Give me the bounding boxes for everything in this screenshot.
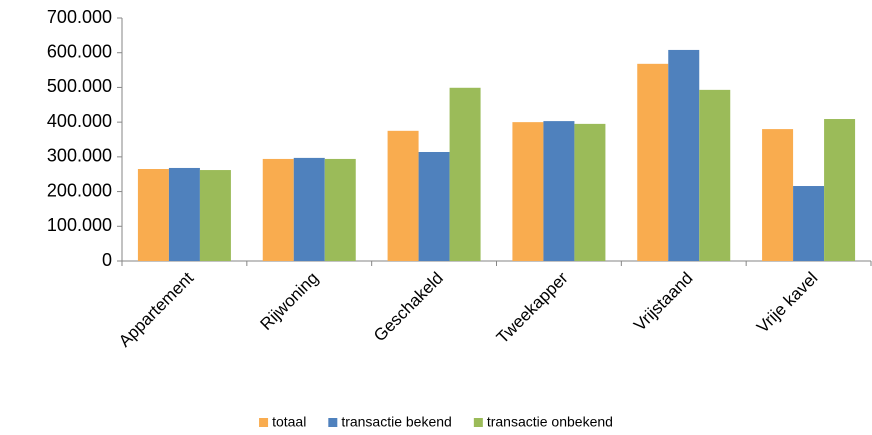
y-tick-label: 500.000 bbox=[47, 76, 112, 96]
legend-swatch bbox=[259, 418, 269, 427]
bar bbox=[293, 157, 325, 261]
y-tick-label: 100.000 bbox=[47, 215, 112, 235]
x-tick-label: Tweekapper bbox=[493, 268, 572, 347]
bar bbox=[699, 89, 731, 261]
bar bbox=[637, 63, 669, 261]
legend-label: totaal bbox=[272, 414, 306, 430]
x-tick-label: Rijwoning bbox=[257, 268, 323, 334]
bar bbox=[824, 119, 856, 261]
bar bbox=[574, 123, 606, 261]
x-tick-label: Appartement bbox=[115, 268, 197, 350]
y-tick-label: 300.000 bbox=[47, 146, 112, 166]
bar bbox=[668, 49, 700, 262]
x-tick-label: Geschakeld bbox=[370, 268, 447, 345]
y-tick-label: 400.000 bbox=[47, 111, 112, 131]
y-tick-label: 200.000 bbox=[47, 180, 112, 200]
bar bbox=[512, 122, 544, 262]
bar bbox=[168, 167, 200, 261]
legend-label: transactie bekend bbox=[341, 414, 452, 430]
bar bbox=[762, 129, 794, 261]
legend-swatch bbox=[473, 418, 483, 427]
bar bbox=[387, 130, 419, 261]
bar bbox=[418, 151, 450, 261]
bar bbox=[199, 170, 231, 261]
y-tick-label: 0 bbox=[102, 250, 112, 270]
x-tick-label: Vrijstaand bbox=[630, 268, 696, 334]
bar bbox=[449, 87, 481, 261]
bar bbox=[262, 158, 294, 261]
x-tick-label: Vrije kavel bbox=[753, 268, 821, 336]
y-tick-label: 600.000 bbox=[47, 41, 112, 61]
y-tick-label: 700.000 bbox=[47, 7, 112, 27]
bar bbox=[793, 186, 825, 261]
bar bbox=[543, 121, 575, 261]
bar bbox=[137, 169, 169, 261]
legend-label: transactie onbekend bbox=[487, 414, 613, 430]
legend-swatch bbox=[328, 418, 338, 427]
bar bbox=[324, 158, 356, 261]
